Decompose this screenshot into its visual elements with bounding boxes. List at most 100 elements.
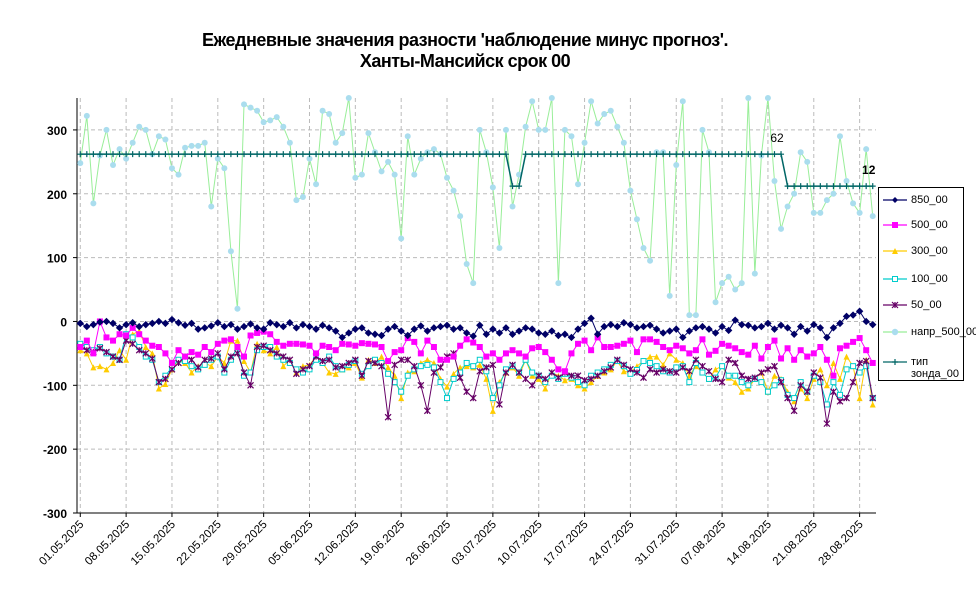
data-point-тип зонда_00 xyxy=(247,151,254,158)
data-point-850_00 xyxy=(790,330,798,338)
data-point-500_00 xyxy=(764,344,771,350)
legend-swatch xyxy=(883,222,907,228)
data-point-напр_500_00 xyxy=(836,133,843,140)
data-point-тип зонда_00 xyxy=(588,151,595,158)
data-point-850_00 xyxy=(718,322,726,331)
data-point-напр_500_00 xyxy=(843,178,850,184)
data-point-500_00 xyxy=(607,344,614,350)
data-point-850_00 xyxy=(96,318,104,326)
data-point-500_00 xyxy=(326,344,333,350)
data-point-тип зонда_00 xyxy=(457,151,464,158)
data-point-50_00 xyxy=(803,388,811,396)
data-point-500_00 xyxy=(719,340,726,347)
data-point-тип зонда_00 xyxy=(398,151,405,158)
data-point-500_00 xyxy=(457,342,464,349)
data-point-50_00 xyxy=(489,361,497,369)
data-point-500_00 xyxy=(450,353,457,360)
data-point-850_00 xyxy=(692,324,700,332)
data-point-тип зонда_00 xyxy=(692,151,699,158)
data-point-50_00 xyxy=(718,378,726,386)
data-point-тип зонда_00 xyxy=(620,151,627,158)
data-point-300_00 xyxy=(398,395,405,402)
data-point-500_00 xyxy=(653,338,660,345)
data-point-напр_500_00 xyxy=(168,165,175,172)
data-point-850_00 xyxy=(783,324,792,332)
data-point-100_00 xyxy=(732,372,739,379)
data-point-300_00 xyxy=(142,344,149,350)
data-label: 12 xyxy=(862,163,876,177)
data-point-300_00 xyxy=(647,353,654,360)
data-point-50_00 xyxy=(417,381,425,389)
legend-label: 850_00 xyxy=(911,194,948,206)
data-point-50_00 xyxy=(777,378,785,386)
data-point-300_00 xyxy=(280,363,287,370)
data-point-50_00 xyxy=(797,381,805,389)
data-point-напр_500_00 xyxy=(339,130,346,137)
data-point-50_00 xyxy=(279,353,287,361)
data-point-напр_500_00 xyxy=(83,112,90,119)
data-point-100_00 xyxy=(463,359,470,366)
data-point-500_00 xyxy=(123,332,130,339)
data-point-850_00 xyxy=(502,324,510,332)
data-point-300_00 xyxy=(588,379,595,386)
data-point-850_00 xyxy=(482,330,491,338)
data-point-850_00 xyxy=(764,319,772,328)
data-point-напр_500_00 xyxy=(470,280,477,287)
data-point-850_00 xyxy=(698,322,707,331)
data-point-50_00 xyxy=(626,365,634,373)
data-point-тип зонда_00 xyxy=(863,183,870,190)
data-point-100_00 xyxy=(647,359,654,366)
chart-legend: 850_00 500_00 300_00 100_00 50_00 напр_500_00… xyxy=(878,187,976,381)
data-point-850_00 xyxy=(593,330,602,338)
data-point-тип зонда_00 xyxy=(601,151,608,158)
data-point-850_00 xyxy=(770,325,779,333)
data-point-50_00 xyxy=(384,413,392,421)
data-point-500_00 xyxy=(195,351,202,358)
data-point-300_00 xyxy=(836,375,843,382)
data-point-тип зонда_00 xyxy=(142,151,149,158)
data-point-тип зонда_00 xyxy=(856,183,863,190)
data-point-500_00 xyxy=(712,347,719,354)
data-point-500_00 xyxy=(306,342,313,349)
data-point-500_00 xyxy=(732,345,739,352)
data-point-тип зонда_00 xyxy=(260,151,267,158)
data-point-напр_500_00 xyxy=(182,144,189,151)
data-point-50_00 xyxy=(509,361,516,369)
data-point-850_00 xyxy=(371,330,379,338)
data-point-напр_500_00 xyxy=(313,181,320,188)
data-point-850_00 xyxy=(259,325,268,333)
data-point-50_00 xyxy=(751,374,759,382)
data-point-100_00 xyxy=(640,358,647,365)
data-point-100_00 xyxy=(489,395,496,402)
y-tick-label: 0 xyxy=(60,315,67,329)
data-point-напр_500_00 xyxy=(162,136,169,143)
data-point-50_00 xyxy=(574,372,582,380)
data-point-500_00 xyxy=(633,349,640,356)
data-point-850_00 xyxy=(685,327,694,335)
data-point-500_00 xyxy=(273,338,280,345)
data-point-напр_500_00 xyxy=(784,203,791,210)
data-point-300_00 xyxy=(378,353,385,360)
data-point-50_00 xyxy=(830,388,837,396)
data-point-тип зонда_00 xyxy=(817,183,824,190)
data-point-300_00 xyxy=(273,344,280,350)
data-point-тип зонда_00 xyxy=(136,151,143,158)
data-point-850_00 xyxy=(744,321,752,329)
data-point-напр_500_00 xyxy=(830,190,837,197)
data-point-50_00 xyxy=(161,375,169,383)
data-point-тип зонда_00 xyxy=(365,151,372,158)
data-point-50_00 xyxy=(502,369,510,376)
x-tick-label: 21.08.2025 xyxy=(771,519,820,568)
data-point-850_00 xyxy=(305,322,314,331)
legend-label: напр_500_00 xyxy=(911,326,976,338)
data-point-300_00 xyxy=(791,398,798,405)
data-point-500_00 xyxy=(188,349,195,356)
data-point-тип зонда_00 xyxy=(352,151,359,158)
data-point-тип зонда_00 xyxy=(404,151,411,158)
data-point-850_00 xyxy=(109,319,117,328)
data-point-50_00 xyxy=(253,343,261,351)
data-point-напр_500_00 xyxy=(581,139,588,146)
data-point-напр_500_00 xyxy=(850,200,857,207)
data-label: 62 xyxy=(770,131,784,145)
data-point-50_00 xyxy=(633,369,641,376)
